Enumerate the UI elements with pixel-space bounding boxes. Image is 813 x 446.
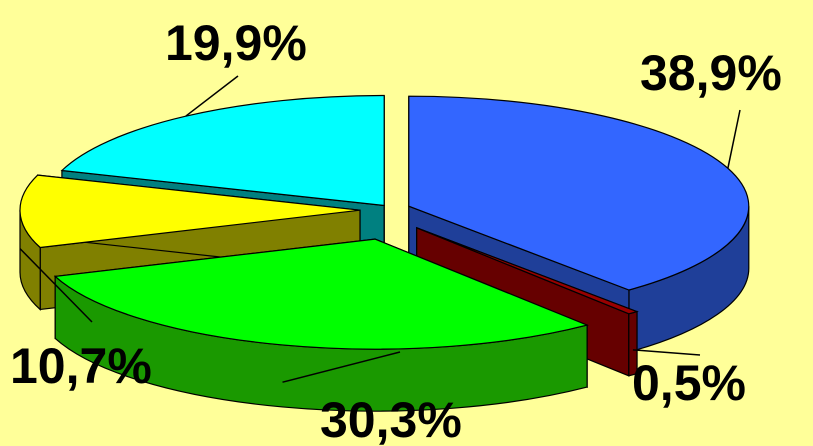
slice-label-0: 38,9% bbox=[640, 45, 782, 101]
slice-label-4: 19,9% bbox=[165, 15, 307, 71]
slice-top-0 bbox=[408, 95, 750, 291]
leader-lines bbox=[19, 75, 741, 383]
slice-top-1 bbox=[416, 227, 639, 315]
slice-label-3: 10,7% bbox=[10, 338, 152, 394]
pie-slice-2 bbox=[53, 238, 590, 412]
slice-labels: 38,9% 0,5% 30,3% 10,7% 19,9% bbox=[10, 15, 782, 446]
leader-line-3 bbox=[19, 248, 93, 323]
leader-line-1 bbox=[632, 349, 701, 356]
slices-layer bbox=[19, 94, 750, 412]
slice-top-2 bbox=[53, 238, 590, 350]
slice-label-1: 0,5% bbox=[632, 355, 746, 411]
slice-top-3 bbox=[19, 174, 361, 249]
leader-line-4 bbox=[185, 75, 239, 117]
slice-label-2: 30,3% bbox=[320, 392, 462, 446]
leader-line-2 bbox=[282, 351, 401, 383]
leader-line-0 bbox=[727, 109, 741, 169]
